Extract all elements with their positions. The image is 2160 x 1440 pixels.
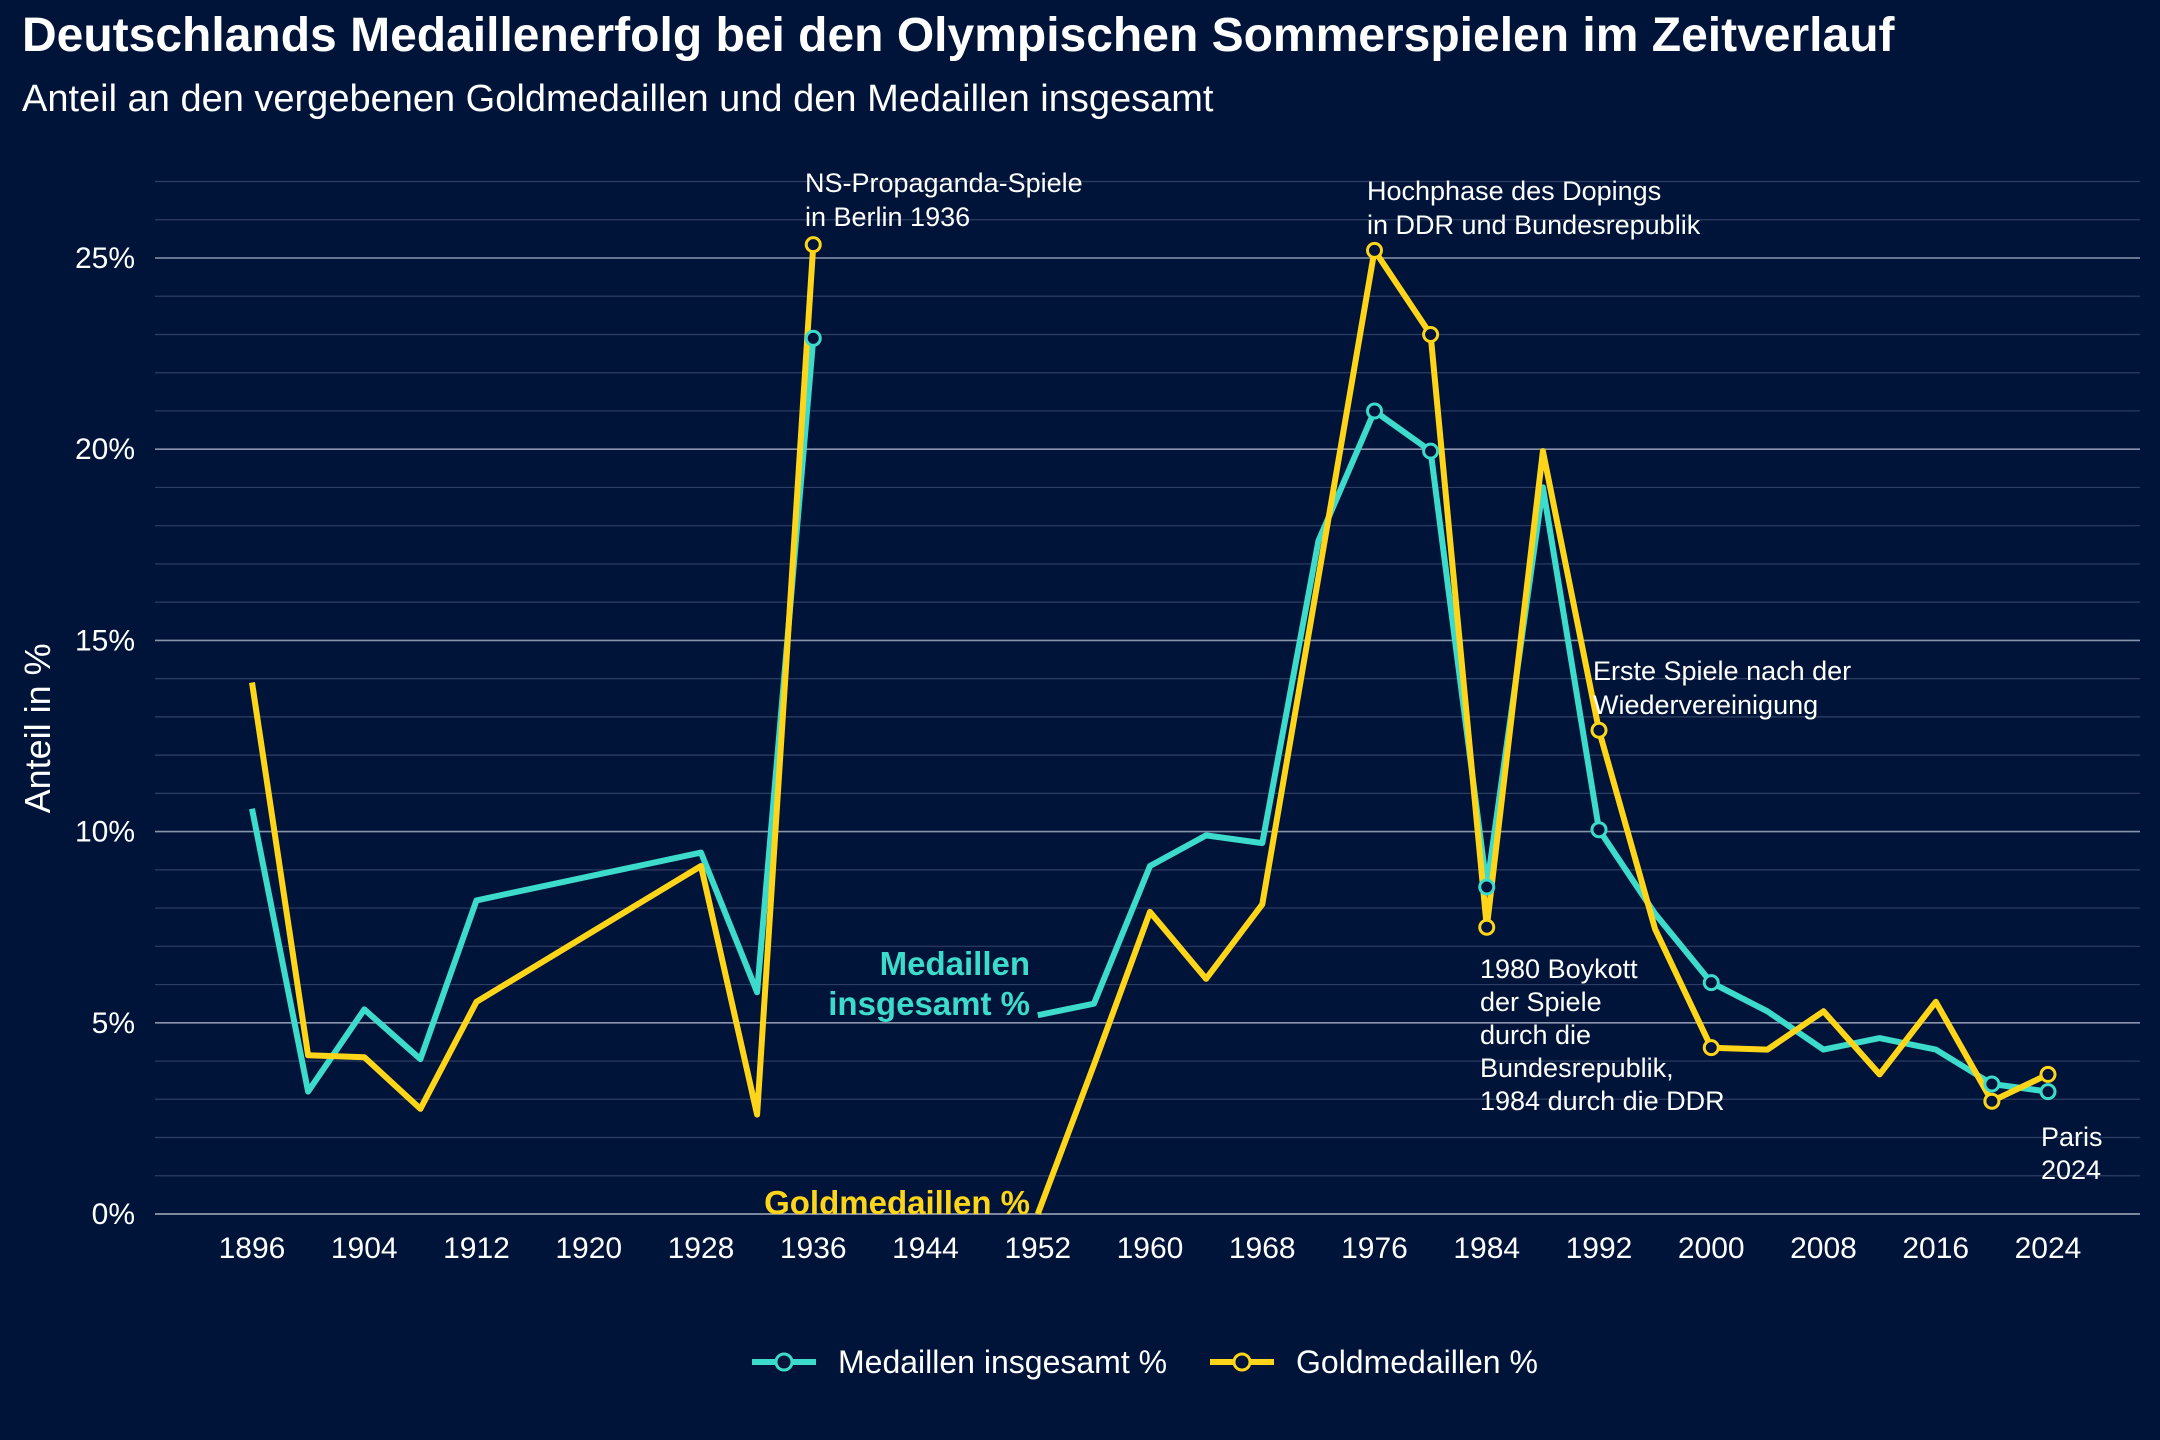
x-axis-ticks: 1896 1904 1912 1920 1928 1936 1944 1952 1960 1968… (219, 1232, 2082, 1265)
x-tick-label: 2000 (1678, 1232, 1745, 1265)
x-tick-label: 1992 (1566, 1232, 1633, 1265)
series-line (249, 244, 817, 1118)
data-point (1478, 878, 1496, 896)
x-tick-label: 1912 (443, 1232, 510, 1265)
annotation-text: 1980 Boykott (1480, 954, 1638, 984)
legend-swatch-marker (774, 1352, 794, 1372)
data-point (1983, 1092, 2001, 1110)
y-tick-label: 25% (75, 242, 135, 275)
x-tick-label: 1904 (331, 1232, 398, 1265)
x-tick-label: 1976 (1341, 1232, 1408, 1265)
legend-label: Goldmedaillen % (1296, 1344, 1538, 1380)
annotation-text: Wiedervereinigung (1593, 690, 1818, 720)
x-tick-label: 1952 (1004, 1232, 1071, 1265)
annotation-text: NS-Propaganda-Spiele (805, 168, 1083, 198)
data-point (1366, 241, 1383, 259)
y-tick-label: 0% (92, 1198, 135, 1231)
data-point (1478, 918, 1496, 936)
annotations: NS-Propaganda-Spiele in Berlin 1936 Hochph… (805, 168, 2103, 1185)
data-point (1590, 821, 1608, 839)
x-tick-label: 1984 (1453, 1232, 1520, 1265)
chart-title: Deutschlands Medaillenerfolg bei den Oly… (22, 9, 1895, 62)
y-tick-label: 15% (75, 624, 135, 657)
data-point (1983, 1075, 2001, 1093)
annotation-text: Hochphase des Dopings (1367, 176, 1661, 206)
chart-subtitle: Anteil an den vergebenen Goldmedaillen u… (22, 78, 1214, 120)
series-lines (249, 244, 2050, 1216)
data-point (2039, 1065, 2057, 1083)
series-label: Goldmedaillen % (764, 1184, 1030, 1221)
data-point (804, 329, 822, 347)
data-point (1422, 442, 1440, 460)
data-point (1422, 325, 1440, 343)
series-line (1034, 247, 2050, 1216)
series-label: insgesamt % (828, 985, 1030, 1022)
annotation-text: durch die (1480, 1020, 1591, 1050)
x-tick-label: 1896 (219, 1232, 286, 1265)
series-line (249, 338, 817, 1095)
x-tick-label: 1968 (1229, 1232, 1296, 1265)
y-axis-label: Anteil in % (17, 643, 58, 813)
data-point (2039, 1083, 2057, 1101)
legend-label: Medaillen insgesamt % (838, 1344, 1167, 1380)
x-tick-label: 1920 (555, 1232, 622, 1265)
data-point (1702, 974, 1720, 992)
x-tick-label: 1928 (668, 1232, 735, 1265)
annotation-text: 1984 durch die DDR (1480, 1086, 1725, 1116)
y-axis-ticks: 0% 5% 10% 15% 20% 25% (75, 242, 135, 1231)
y-tick-label: 5% (92, 1007, 135, 1040)
x-tick-label: 1960 (1117, 1232, 1184, 1265)
x-tick-label: 1944 (892, 1232, 959, 1265)
y-tick-label: 10% (75, 816, 135, 849)
legend: Medaillen insgesamt % Goldmedaillen % (752, 1344, 1538, 1380)
data-point (1702, 1039, 1720, 1057)
annotation-text: in DDR und Bundesrepublik (1367, 210, 1701, 240)
annotation-text: der Spiele (1480, 987, 1602, 1017)
series-label: Medaillen (880, 945, 1030, 982)
x-tick-label: 2024 (2015, 1232, 2082, 1265)
data-point (1366, 402, 1383, 420)
y-tick-label: 20% (75, 433, 135, 466)
x-tick-label: 2016 (1902, 1232, 1969, 1265)
x-tick-label: 2008 (1790, 1232, 1857, 1265)
grid-lines (155, 180, 2140, 1215)
annotation-text: in Berlin 1936 (805, 202, 970, 232)
annotation-text: Erste Spiele nach der (1593, 656, 1851, 686)
x-tick-label: 1936 (780, 1232, 847, 1265)
data-point (1590, 721, 1608, 739)
data-point (804, 236, 822, 254)
annotation-text: Bundesrepublik, (1480, 1053, 1674, 1083)
series-line (1037, 408, 2049, 1095)
series-markers (804, 236, 2057, 1110)
legend-swatch-marker (1232, 1352, 1252, 1372)
annotation-text: 2024 (2041, 1155, 2101, 1185)
annotation-text: Paris (2041, 1122, 2103, 1152)
